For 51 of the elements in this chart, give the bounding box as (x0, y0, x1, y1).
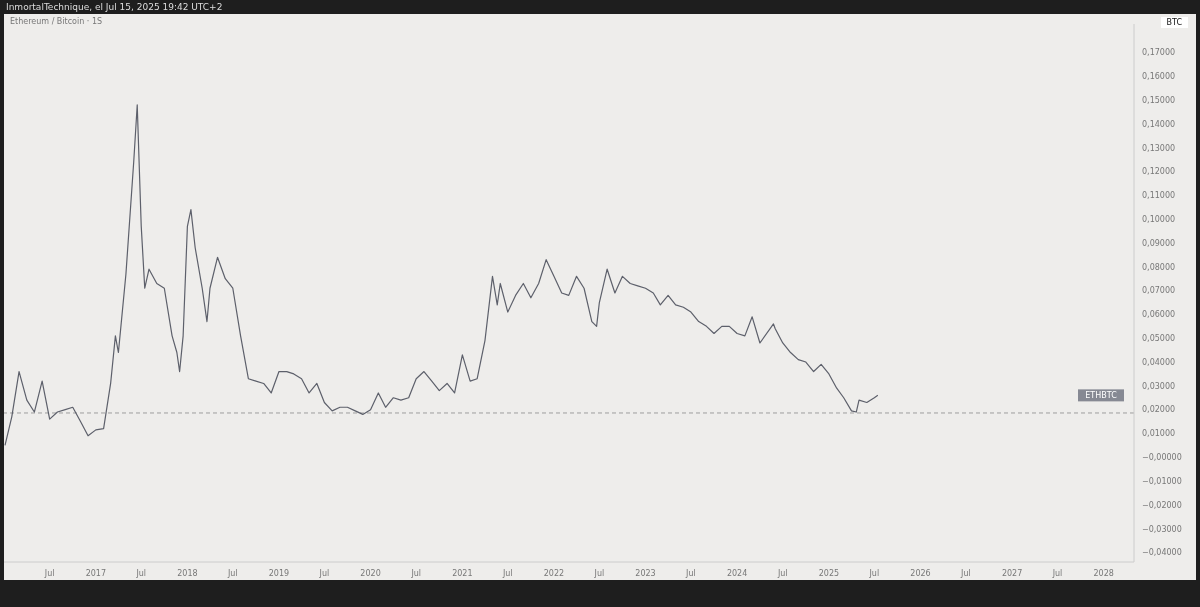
y-tick-label: −0,04000 (1142, 548, 1182, 558)
x-tick-label: Jul (868, 568, 880, 578)
y-tick-label: 0,11000 (1142, 191, 1176, 201)
x-tick-label: 2023 (635, 568, 656, 578)
y-tick-label: 0,17000 (1142, 48, 1176, 58)
x-tick-label: Jul (960, 568, 971, 578)
y-tick-label: 0,02000 (1142, 405, 1176, 415)
y-axis-title: BTC (1160, 17, 1188, 28)
x-tick-label: 2027 (1001, 568, 1023, 578)
y-tick-label: 0,01000 (1142, 429, 1176, 439)
chart-title: Ethereum / Bitcoin · 1S (10, 17, 103, 26)
y-tick-label: 0,14000 (1142, 119, 1176, 129)
y-tick-label: 0,06000 (1142, 310, 1176, 320)
y-tick-label: 0,05000 (1142, 334, 1176, 344)
y-tick-label: 0,09000 (1142, 238, 1176, 248)
y-tick-label: 0,15000 (1142, 96, 1176, 106)
y-tick-label: 0,13000 (1142, 143, 1176, 153)
y-tick-label: 0,16000 (1142, 72, 1176, 82)
x-tick-label: Jul (501, 568, 513, 578)
x-tick-label: Jul (226, 568, 238, 578)
x-tick-label: 2021 (452, 568, 473, 578)
x-tick-label: Jul (135, 568, 147, 578)
x-tick-label: 2024 (726, 568, 748, 578)
x-tick-label: 2026 (910, 568, 931, 578)
annotation: ETHBTC (1085, 391, 1118, 401)
x-tick-label: Jul (685, 568, 696, 578)
x-tick-label: 2020 (360, 568, 381, 578)
x-tick-label: 2025 (818, 568, 840, 578)
x-tick-label: Jul (1051, 568, 1063, 578)
x-tick-label: Jul (776, 568, 788, 578)
y-tick-label: 0,03000 (1142, 381, 1176, 391)
y-tick-label: 0,08000 (1142, 262, 1176, 272)
y-tick-label: 0,07000 (1142, 286, 1176, 296)
x-tick-label: Jul (43, 568, 55, 578)
x-tick-label: 2017 (85, 568, 106, 578)
y-tick-label: −0,00000 (1142, 453, 1182, 463)
x-tick-label: 2018 (177, 568, 198, 578)
x-tick-label: Jul (593, 568, 605, 578)
y-tick-label: 0,12000 (1142, 167, 1176, 177)
chart-subtitle: InmortalTechnique, el Jul 15, 2025 19:42 UTC+2 (6, 2, 223, 12)
y-tick-label: 0,10000 (1142, 215, 1176, 225)
y-tick-label: −0,03000 (1142, 524, 1182, 534)
y-tick-label: −0,01000 (1142, 476, 1182, 486)
x-tick-label: 2028 (1093, 568, 1114, 578)
x-tick-label: Jul (410, 568, 422, 578)
x-tick-label: 2022 (543, 568, 565, 578)
y-tick-label: −0,02000 (1142, 500, 1182, 510)
line-series (4, 104, 879, 446)
y-tick-label: 0,04000 (1142, 357, 1176, 367)
x-tick-label: 2019 (268, 568, 290, 578)
x-tick-label: Jul (318, 568, 330, 578)
